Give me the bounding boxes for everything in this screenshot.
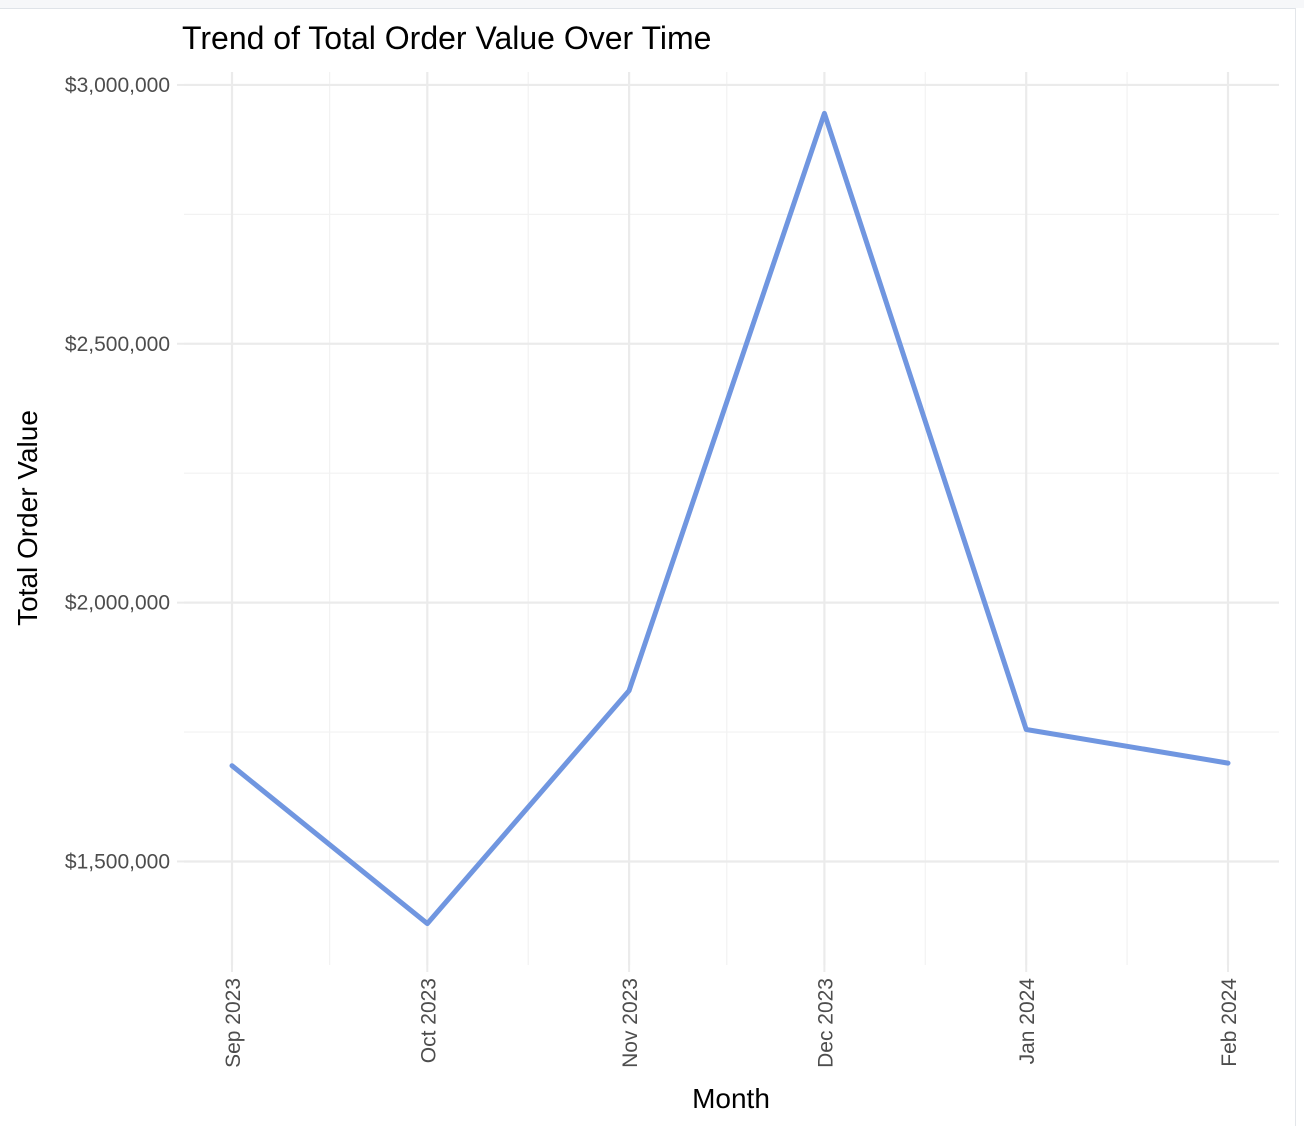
- x-tick-label: Sep 2023: [222, 978, 245, 1068]
- grid-layer: [184, 72, 1279, 965]
- x-tick-label: Oct 2023: [417, 978, 440, 1063]
- y-tick-label: $2,000,000: [65, 592, 170, 615]
- x-axis-ticks: Sep 2023 Oct 2023 Nov 2023 Dec 2023 Jan 2024…: [222, 965, 1241, 1068]
- y-axis-title: Total Order Value: [12, 410, 43, 626]
- y-tick-label: $3,000,000: [65, 74, 170, 97]
- series-line: [229, 110, 1231, 927]
- y-tick-label: $1,500,000: [65, 850, 170, 873]
- series-layer: [229, 110, 1231, 927]
- x-tick-label: Jan 2024: [1016, 978, 1039, 1065]
- y-axis-ticks: $1,500,000 $2,000,000 $2,500,000 $3,000,000: [65, 74, 184, 873]
- x-tick-label: Nov 2023: [619, 978, 642, 1068]
- chart-title: Trend of Total Order Value Over Time: [182, 20, 711, 56]
- x-axis-title: Month: [692, 1083, 770, 1114]
- x-tick-label: Dec 2023: [814, 978, 837, 1068]
- y-tick-label: $2,500,000: [65, 333, 170, 356]
- window-right-edge: [1295, 8, 1304, 1126]
- window-top-strip: [0, 0, 1304, 9]
- x-tick-label: Feb 2024: [1218, 978, 1241, 1067]
